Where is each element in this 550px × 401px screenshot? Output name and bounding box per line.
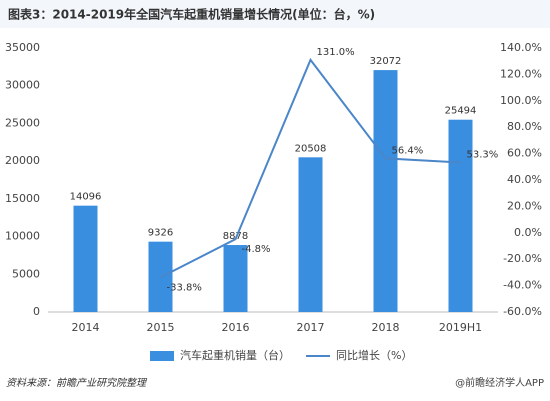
legend-label: 汽车起重机销量（台）: [180, 348, 290, 362]
y-tick-label: 20000: [5, 154, 40, 167]
y2-tick-label: -40.0%: [503, 279, 542, 292]
y2-tick-label: 20.0%: [507, 199, 542, 212]
y2-tick-label: 60.0%: [507, 147, 542, 160]
y-tick-label: 25000: [5, 116, 40, 129]
bar-value-label: 20508: [295, 143, 327, 154]
bar: [448, 119, 473, 313]
y-tick-label: 30000: [5, 79, 40, 92]
y2-tick-label: 120.0%: [500, 67, 542, 80]
y2-tick-label: 80.0%: [507, 120, 542, 133]
y2-tick-label: -20.0%: [503, 252, 542, 265]
bar-value-label: 8878: [223, 231, 248, 242]
y-tick-label: 0: [33, 305, 40, 318]
y-tick-label: 15000: [5, 192, 40, 205]
title-band: [0, 0, 550, 28]
source: 资料来源：前瞻产业研究院整理: [6, 377, 148, 389]
line-value-label: -33.8%: [167, 282, 202, 293]
line-value-label: 53.3%: [467, 149, 499, 160]
y-tick-label: 5000: [12, 267, 40, 280]
bar-value-label: 25494: [445, 106, 477, 117]
bar: [298, 157, 323, 312]
bar: [73, 205, 98, 312]
line-value-label: 56.4%: [392, 145, 424, 156]
x-tick-label: 2014: [72, 321, 100, 334]
watermark: @前瞻经济学人APP: [455, 376, 544, 389]
legend-label: 同比增长（%）: [336, 348, 412, 362]
x-tick-label: 2015: [147, 321, 175, 334]
bar: [373, 70, 398, 313]
y2-tick-label: -60.0%: [503, 305, 542, 318]
x-tick-label: 2018: [372, 321, 400, 334]
bar-value-label: 14096: [70, 192, 102, 203]
y-tick-label: 35000: [5, 41, 40, 54]
chart-title: 图表3：2014-2019年全国汽车起重机销量增长情况(单位：台，%): [8, 7, 375, 22]
y-tick-label: 10000: [5, 230, 40, 243]
bar-value-label: 9326: [148, 228, 173, 239]
x-tick-label: 2019H1: [439, 321, 482, 334]
line-value-label: 131.0%: [317, 47, 355, 58]
x-tick-label: 2017: [297, 321, 325, 334]
bar: [223, 245, 248, 312]
y2-tick-label: 100.0%: [500, 94, 542, 107]
legend-swatch: [150, 351, 174, 361]
bar-value-label: 32072: [370, 56, 402, 67]
line-value-label: -4.8%: [242, 244, 271, 255]
x-tick-label: 2016: [222, 321, 250, 334]
y2-tick-label: 40.0%: [507, 173, 542, 186]
y2-tick-label: 140.0%: [500, 41, 542, 54]
line: [160, 57, 461, 279]
y2-tick-label: 0.0%: [514, 226, 542, 239]
